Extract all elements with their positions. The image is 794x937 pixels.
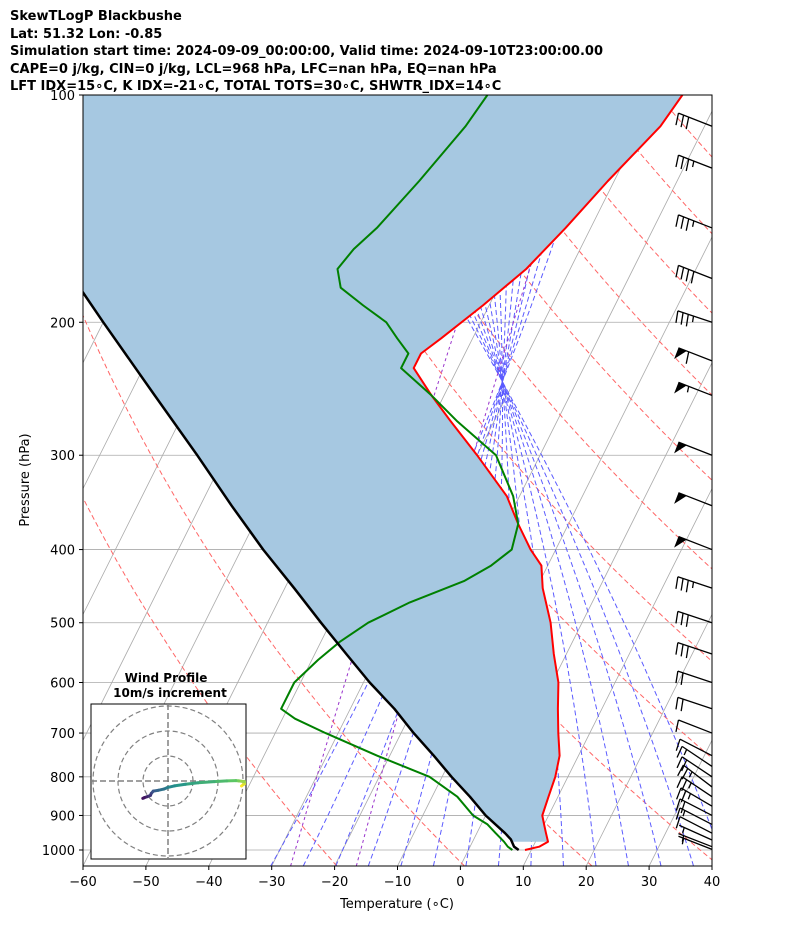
x-tick-label: 30 bbox=[641, 875, 658, 890]
wind-barb bbox=[675, 719, 713, 734]
wind-barb bbox=[675, 154, 713, 172]
moist-adiabat bbox=[388, 95, 629, 866]
cape-shading bbox=[83, 95, 683, 842]
y-tick-label: 900 bbox=[50, 809, 75, 824]
parcel-profile bbox=[83, 290, 520, 852]
index-line: LFT IDX=15∘C, K IDX=-21∘C, TOTAL TOTS=30… bbox=[10, 79, 502, 94]
moist-adiabat bbox=[407, 95, 597, 866]
x-tick-label: −50 bbox=[132, 875, 159, 890]
wind-barb bbox=[676, 787, 713, 807]
hodograph-segment bbox=[196, 780, 216, 785]
y-tick-label: 1000 bbox=[42, 844, 75, 859]
x-tick-label: 40 bbox=[704, 875, 721, 890]
moist-adiabat bbox=[367, 95, 544, 866]
isotherm-line bbox=[585, 613, 712, 866]
station-title: SkewTLogP Blackbushe bbox=[10, 9, 182, 24]
wind-barb bbox=[676, 756, 713, 778]
x-tick-label: 10 bbox=[515, 875, 532, 890]
isotherm-line bbox=[522, 487, 712, 866]
hodograph-segment bbox=[141, 796, 146, 800]
y-tick-label: 200 bbox=[50, 316, 75, 331]
dry-adiabat bbox=[83, 496, 338, 866]
wind-barb bbox=[676, 745, 713, 767]
wind-barb bbox=[674, 381, 713, 397]
location-line: Lat: 51.32 Lon: -0.85 bbox=[10, 26, 163, 42]
dry-adiabat bbox=[592, 95, 712, 235]
moist-adiabat bbox=[465, 95, 512, 866]
inset-subtitle: 10m/s increment bbox=[113, 686, 227, 700]
dewpoint-profile bbox=[280, 95, 520, 851]
chart-header: SkewTLogP Blackbushe Lat: 51.32 Lon: -0.… bbox=[10, 8, 603, 96]
moist-adiabat bbox=[369, 95, 662, 866]
x-tick-label: −30 bbox=[258, 875, 285, 890]
wind-barb bbox=[675, 798, 713, 817]
y-tick-label: 400 bbox=[50, 544, 75, 559]
wind-barb bbox=[675, 576, 713, 593]
wind-barb bbox=[674, 535, 713, 551]
x-tick-label: −60 bbox=[69, 875, 96, 890]
wind-barb bbox=[675, 738, 713, 757]
isotherm-line bbox=[775, 95, 794, 866]
x-tick-label: 0 bbox=[456, 875, 464, 890]
temperature-profile bbox=[412, 95, 684, 851]
moist-adiabat bbox=[350, 95, 694, 866]
wind-barb bbox=[678, 833, 713, 848]
y-tick-label: 100 bbox=[50, 89, 75, 104]
y-tick-label: 500 bbox=[50, 617, 75, 632]
wind-barb bbox=[675, 264, 713, 284]
dry-adiabat bbox=[83, 314, 465, 866]
x-tick-label: 20 bbox=[578, 875, 595, 890]
wind-barb bbox=[675, 214, 713, 231]
y-tick-label: 800 bbox=[50, 771, 75, 786]
wind-barb bbox=[675, 670, 713, 685]
wind-barb bbox=[675, 816, 713, 834]
wind-barb bbox=[675, 696, 713, 712]
wind-barb bbox=[675, 807, 713, 826]
y-tick-label: 700 bbox=[50, 727, 75, 742]
wind-barb bbox=[674, 441, 713, 456]
hodograph-segment bbox=[172, 782, 187, 788]
wind-barb bbox=[678, 824, 713, 841]
y-tick-label: 300 bbox=[50, 449, 75, 464]
x-axis-label: Temperature (∘C) bbox=[339, 897, 454, 912]
wind-barb bbox=[676, 776, 713, 798]
inset-title: Wind Profile bbox=[125, 671, 208, 685]
y-axis-label: Pressure (hPa) bbox=[18, 433, 33, 526]
wind-barb bbox=[674, 347, 713, 364]
x-tick-label: −40 bbox=[195, 875, 222, 890]
x-tick-label: −10 bbox=[384, 875, 411, 890]
wind-barb bbox=[675, 112, 713, 130]
x-tick-label: −20 bbox=[321, 875, 348, 890]
dry-adiabat bbox=[657, 95, 712, 158]
hodograph-segment bbox=[184, 781, 200, 786]
wind-barb bbox=[677, 764, 713, 788]
isotherm-line bbox=[334, 110, 712, 866]
wind-barb bbox=[675, 310, 713, 327]
wind-barb bbox=[675, 610, 713, 627]
wind-barb bbox=[675, 641, 713, 659]
time-line: Simulation start time: 2024-09-09_00:00:… bbox=[10, 44, 603, 59]
hodograph-segment bbox=[212, 779, 229, 784]
isotherm-line bbox=[83, 95, 92, 113]
stability-line: CAPE=0 j/kg, CIN=0 j/kg, LCL=968 hPa, LF… bbox=[10, 61, 497, 77]
wind-barb bbox=[674, 492, 713, 507]
isotherm-line bbox=[711, 865, 712, 866]
y-tick-label: 600 bbox=[50, 677, 75, 692]
isotherm-line bbox=[648, 739, 712, 866]
